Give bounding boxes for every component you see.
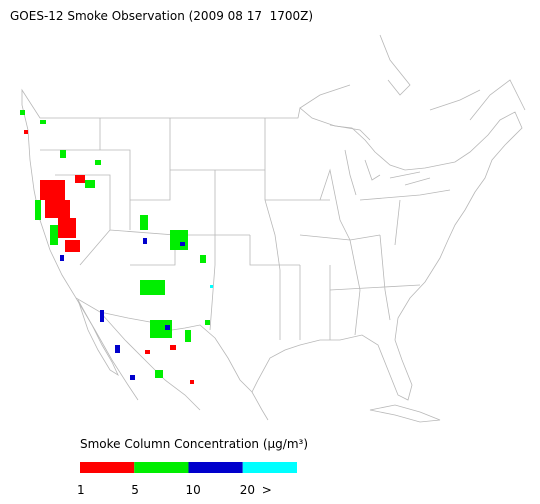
smoke-pixel	[60, 255, 64, 261]
smoke-pixel	[45, 200, 70, 218]
cuba	[369, 404, 441, 423]
smoke-pixel	[170, 345, 176, 350]
color-swatch	[134, 462, 189, 473]
legend-title: Smoke Column Concentration (μg/m³)	[80, 437, 308, 451]
baja	[77, 299, 119, 377]
legend-label: 1	[77, 483, 85, 497]
smoke-pixel	[165, 325, 170, 330]
smoke-pixel	[115, 345, 120, 353]
legend-label: >	[262, 483, 272, 497]
smoke-pixel	[60, 150, 66, 158]
legend-label: 20	[240, 483, 255, 497]
smoke-pixel	[50, 225, 58, 245]
smoke-pixels	[20, 110, 213, 384]
legend-label: 10	[186, 483, 201, 497]
mexico-coast	[75, 297, 269, 421]
smoke-pixel	[185, 330, 191, 342]
us-outline	[21, 88, 523, 401]
smoke-pixel	[143, 238, 147, 244]
smoke-pixel	[35, 200, 41, 220]
base-map	[21, 34, 526, 423]
smoke-pixel	[200, 255, 206, 263]
smoke-pixel	[145, 350, 150, 354]
smoke-pixel	[155, 370, 163, 378]
smoke-pixel	[65, 240, 80, 252]
canada-east	[299, 34, 526, 121]
smoke-pixel	[170, 230, 188, 250]
smoke-pixel	[205, 320, 210, 325]
smoke-pixel	[95, 160, 101, 165]
smoke-pixel	[85, 180, 95, 188]
smoke-pixel	[150, 320, 172, 338]
smoke-pixel	[210, 285, 213, 288]
smoke-pixel	[130, 375, 135, 380]
smoke-pixel	[24, 130, 28, 134]
smoke-pixel	[190, 380, 194, 384]
smoke-pixel	[58, 218, 76, 238]
color-swatch	[242, 462, 297, 473]
map-title: GOES-12 Smoke Observation (2009 08 17 17…	[10, 9, 313, 23]
smoke-pixel	[40, 120, 46, 124]
smoke-pixel	[140, 215, 148, 230]
color-swatch	[80, 462, 135, 473]
smoke-pixel	[20, 110, 25, 115]
smoke-pixel	[140, 280, 165, 295]
smoke-pixel	[180, 242, 185, 246]
smoke-pixel	[40, 180, 65, 200]
legend: 1 5 10 20 >	[77, 462, 297, 497]
states	[40, 118, 451, 340]
legend-label: 5	[131, 483, 139, 497]
smoke-pixel	[75, 175, 85, 183]
great-lakes	[329, 124, 431, 196]
color-swatch	[188, 462, 243, 473]
smoke-pixel	[100, 310, 104, 322]
